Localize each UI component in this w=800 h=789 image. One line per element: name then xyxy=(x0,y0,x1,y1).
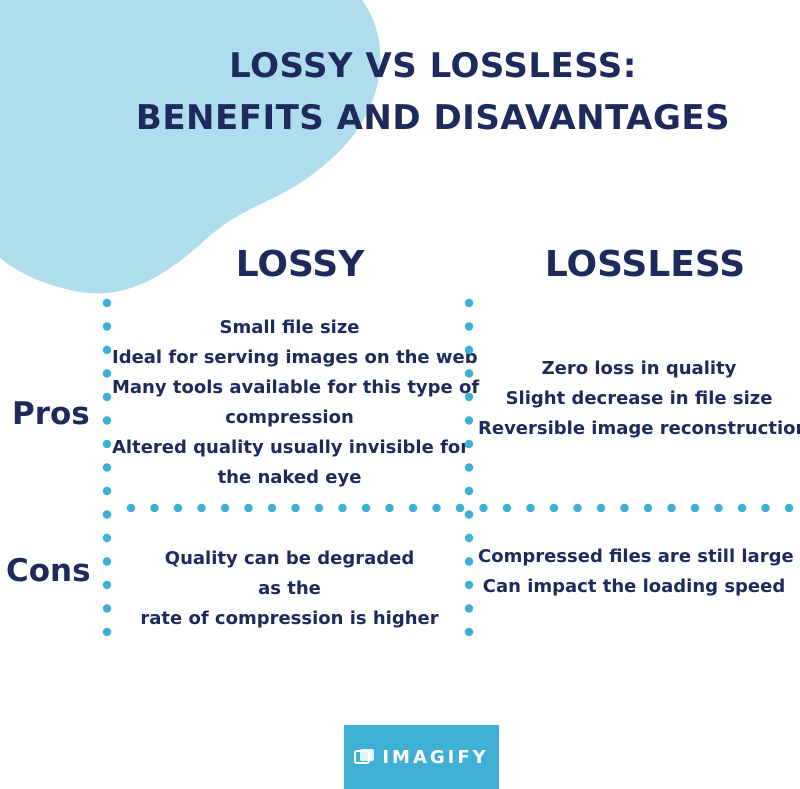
row-header-pros: Pros xyxy=(12,396,90,432)
row-header-cons: Cons xyxy=(6,553,91,589)
grid-dot-horizontal xyxy=(737,503,747,513)
grid-dot-vertical xyxy=(102,627,112,637)
grid-dot-vertical xyxy=(102,369,112,378)
grid-dot-vertical xyxy=(102,557,112,566)
cons-lossy-item: as the xyxy=(258,578,321,599)
pros-lossless-item: Reversible image reconstruction xyxy=(478,418,800,439)
grid-dot-horizontal xyxy=(455,503,465,513)
grid-dot-horizontal xyxy=(126,503,136,513)
cons-lossy-item: rate of compression is higher xyxy=(140,608,439,629)
cons-lossless-item: Can impact the loading speed xyxy=(482,576,786,597)
grid-dot-horizontal xyxy=(479,503,488,513)
logo-text: IMAGIFY xyxy=(382,746,489,768)
grid-dot-horizontal xyxy=(385,503,394,513)
grid-dot-vertical xyxy=(102,463,112,472)
grid-dot-vertical xyxy=(102,486,112,496)
grid-dot-horizontal xyxy=(338,503,347,513)
grid-dot-horizontal xyxy=(267,503,277,513)
grid-dot-vertical xyxy=(464,298,474,308)
grid-dot-horizontal xyxy=(784,503,794,513)
grid-dot-horizontal xyxy=(220,503,230,513)
grid-dot-horizontal xyxy=(361,503,371,513)
grid-dot-horizontal xyxy=(526,503,535,513)
grid-dot-horizontal xyxy=(643,503,653,513)
pros-lossy-item: Altered quality usually invisible for xyxy=(112,437,470,458)
column-header-lossy: LOSSY xyxy=(235,244,365,285)
cell-pros-lossless: Zero loss in quality Slight decrease in … xyxy=(478,354,800,444)
grid-dot-horizontal xyxy=(573,503,582,513)
grid-dot-horizontal xyxy=(549,503,559,513)
pros-lossless-item: Slight decrease in file size xyxy=(505,388,773,409)
grid-dot-horizontal xyxy=(502,503,512,513)
grid-dot-vertical xyxy=(102,580,112,590)
grid-dot-horizontal xyxy=(620,503,629,513)
cell-cons-lossy: Quality can be degraded as the rate of c… xyxy=(112,544,467,634)
grid-dot-horizontal xyxy=(667,503,676,513)
grid-dot-vertical xyxy=(464,510,474,519)
grid-dot-horizontal xyxy=(150,503,159,513)
title-line-1: LOSSY VS LOSSLESS: xyxy=(229,46,637,86)
pros-lossy-item: Ideal for serving images on the web xyxy=(112,347,478,368)
grid-dot-vertical xyxy=(464,533,474,543)
grid-dot-horizontal xyxy=(596,503,606,513)
cons-lossy-item: Quality can be degraded xyxy=(164,548,415,569)
pros-lossless-item: Zero loss in quality xyxy=(541,358,737,379)
grid-dot-vertical xyxy=(102,345,112,355)
grid-dot-vertical xyxy=(102,604,112,613)
grid-dot-horizontal xyxy=(714,503,723,513)
cell-cons-lossless: Compressed files are still large Can imp… xyxy=(478,542,794,602)
title-line-2: BENEFITS AND DISAVANTAGES xyxy=(135,98,731,138)
grid-dot-horizontal xyxy=(173,503,183,513)
cons-lossless-item: Compressed files are still large xyxy=(478,546,794,567)
column-header-lossless: LOSSLESS xyxy=(544,244,746,285)
grid-dot-vertical xyxy=(102,533,112,543)
cell-pros-lossy: Small file size Ideal for serving images… xyxy=(112,313,480,493)
grid-dot-vertical xyxy=(102,510,112,519)
imagify-logo: IMAGIFY xyxy=(344,725,499,789)
grid-dot-horizontal xyxy=(197,503,206,513)
logo-icon xyxy=(354,749,375,764)
grid-dot-horizontal xyxy=(690,503,700,513)
pros-lossy-item: compression xyxy=(225,407,354,428)
grid-dot-vertical xyxy=(102,298,112,308)
pros-lossy-item: the naked eye xyxy=(217,467,362,488)
grid-dot-vertical xyxy=(102,392,112,402)
pros-lossy-item: Small file size xyxy=(219,317,360,338)
grid-dot-horizontal xyxy=(432,503,441,513)
grid-dot-vertical xyxy=(102,439,112,449)
grid-dot-horizontal xyxy=(244,503,253,513)
grid-dot-horizontal xyxy=(291,503,300,513)
grid-dot-horizontal xyxy=(408,503,418,513)
grid-dot-vertical xyxy=(102,416,112,425)
pros-lossy-item: Many tools available for this type of xyxy=(112,377,480,398)
grid-dot-vertical xyxy=(102,322,112,331)
background-blob xyxy=(0,0,381,294)
grid-dot-horizontal xyxy=(761,503,770,513)
grid-dot-horizontal xyxy=(314,503,324,513)
